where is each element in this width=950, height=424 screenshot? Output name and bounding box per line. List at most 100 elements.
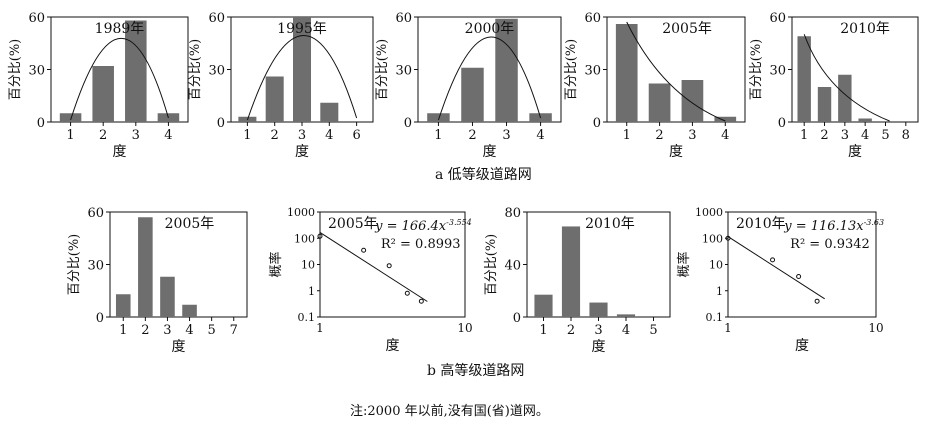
bar-3	[838, 74, 852, 122]
x-tick-label: 5	[208, 323, 216, 338]
x-tick-label: 1	[724, 321, 732, 335]
y-tick-label: 0	[513, 311, 521, 326]
bar-4	[858, 118, 872, 122]
fit-line	[319, 232, 428, 302]
y-tick-label: 30	[208, 64, 225, 79]
x-tick-label: 3	[298, 128, 306, 143]
chart-title: 2000年	[465, 21, 515, 37]
chart-title: 2010年	[585, 216, 635, 232]
x-tick-label: 4	[536, 128, 544, 143]
y-tick-label: 1000	[287, 206, 315, 219]
fit-curve	[626, 21, 726, 122]
x-tick-label: 7	[230, 323, 238, 338]
x-tick-label: 2	[820, 128, 828, 143]
bar-1	[427, 113, 450, 122]
data-point	[386, 263, 392, 269]
bar-1	[59, 113, 82, 122]
x-tick-label: 10	[457, 321, 472, 335]
caption-a: a 低等级道路网	[435, 167, 532, 183]
bar-2	[461, 67, 484, 122]
bar-2	[138, 217, 153, 317]
y-tick-label: 30	[584, 64, 601, 79]
bar-3	[160, 276, 175, 317]
bar-1	[615, 24, 638, 122]
y-tick-label: 100	[702, 232, 723, 245]
y-tick-label: 1	[308, 285, 315, 298]
y-axis-label: 百分比(%)	[188, 39, 203, 101]
x-axis-label: 度	[795, 338, 809, 354]
y-axis-label: 百分比(%)	[484, 234, 499, 296]
x-tick-label: 4	[721, 128, 729, 143]
y-tick-label: 60	[87, 206, 104, 221]
fit-curve	[803, 34, 890, 122]
y-tick-label: 60	[28, 11, 45, 26]
x-tick-label: 3	[594, 323, 602, 338]
x-tick-label: 2	[567, 323, 575, 338]
y-tick-label: 0	[404, 116, 412, 131]
bar-2	[265, 76, 284, 122]
x-tick-label: 1	[539, 323, 547, 338]
x-tick-label: 3	[841, 128, 849, 143]
bar-4	[616, 314, 636, 317]
x-tick-label: 4	[325, 128, 333, 143]
chart-title: 2005年	[328, 216, 378, 232]
data-point	[317, 233, 323, 239]
x-tick-label: 2	[141, 323, 149, 338]
chart-title: 1989年	[95, 21, 145, 37]
x-axis-label: 度	[295, 144, 309, 160]
bar-1	[797, 36, 811, 122]
x-axis-label: 度	[483, 144, 497, 160]
x-tick-label: 3	[502, 128, 510, 143]
x-tick-label: 3	[163, 323, 171, 338]
chart-title: 2010年	[840, 21, 890, 37]
y-tick-label: 100	[294, 232, 315, 245]
y-axis-label: 百分比(%)	[749, 39, 764, 101]
bar-2	[561, 226, 581, 317]
x-tick-label: 4	[861, 128, 869, 143]
bar-4	[182, 304, 197, 317]
x-tick-label: 4	[622, 323, 630, 338]
data-point	[796, 273, 802, 279]
figure-note: 注:2000 年以前,没有国(省)道网。	[350, 404, 549, 419]
y-axis-label: 百分比(%)	[67, 234, 82, 296]
x-axis-label: 度	[172, 339, 186, 355]
chart-b2005: 1 2 3 4 5 7 0 30 60 度 百分比(%) 2005年	[67, 206, 248, 355]
data-point	[418, 298, 424, 304]
caption-b: b 高等级道路网	[427, 363, 525, 379]
x-tick-label: 2	[99, 128, 107, 143]
y-tick-label: 60	[208, 11, 225, 26]
chart-title: 2010年	[736, 216, 786, 232]
x-tick-label: 4	[164, 128, 172, 143]
data-point	[404, 290, 410, 296]
chart-a2000: 1 2 3 4 0 30 60 度 百分比(%) 2000年	[375, 11, 562, 160]
data-point	[770, 257, 776, 263]
x-tick-label: 1	[243, 128, 251, 143]
y-tick-label: 60	[395, 11, 412, 26]
bar-2	[817, 87, 832, 122]
bar-2	[92, 66, 114, 122]
y-tick-label: 1	[716, 285, 723, 298]
x-axis-label: 度	[592, 339, 606, 355]
x-axis-label: 度	[386, 338, 400, 354]
x-tick-label: 3	[688, 128, 696, 143]
y-tick-label: 30	[395, 64, 412, 79]
y-tick-label: 0	[217, 116, 225, 131]
r-squared: R² = 0.8993	[381, 237, 461, 252]
y-tick-label: 10	[709, 259, 723, 272]
x-tick-label: 1	[434, 128, 442, 143]
data-point	[361, 247, 367, 253]
bar-2	[648, 83, 671, 122]
x-tick-label: 8	[902, 128, 910, 143]
x-tick-label: 5	[881, 128, 889, 143]
chart-title: 2005年	[165, 216, 215, 232]
x-tick-label: 10	[868, 321, 883, 335]
y-axis-label: 百分比(%)	[564, 39, 579, 101]
y-tick-label: 0.1	[298, 311, 316, 324]
x-tick-label: 1	[623, 128, 631, 143]
bar-1	[115, 294, 131, 317]
fit-equation: y = 116.13x-3.63	[783, 218, 884, 234]
chart-b2010: 1 2 3 4 5 0 40 80 度 百分比(%) 2010年	[484, 206, 671, 355]
